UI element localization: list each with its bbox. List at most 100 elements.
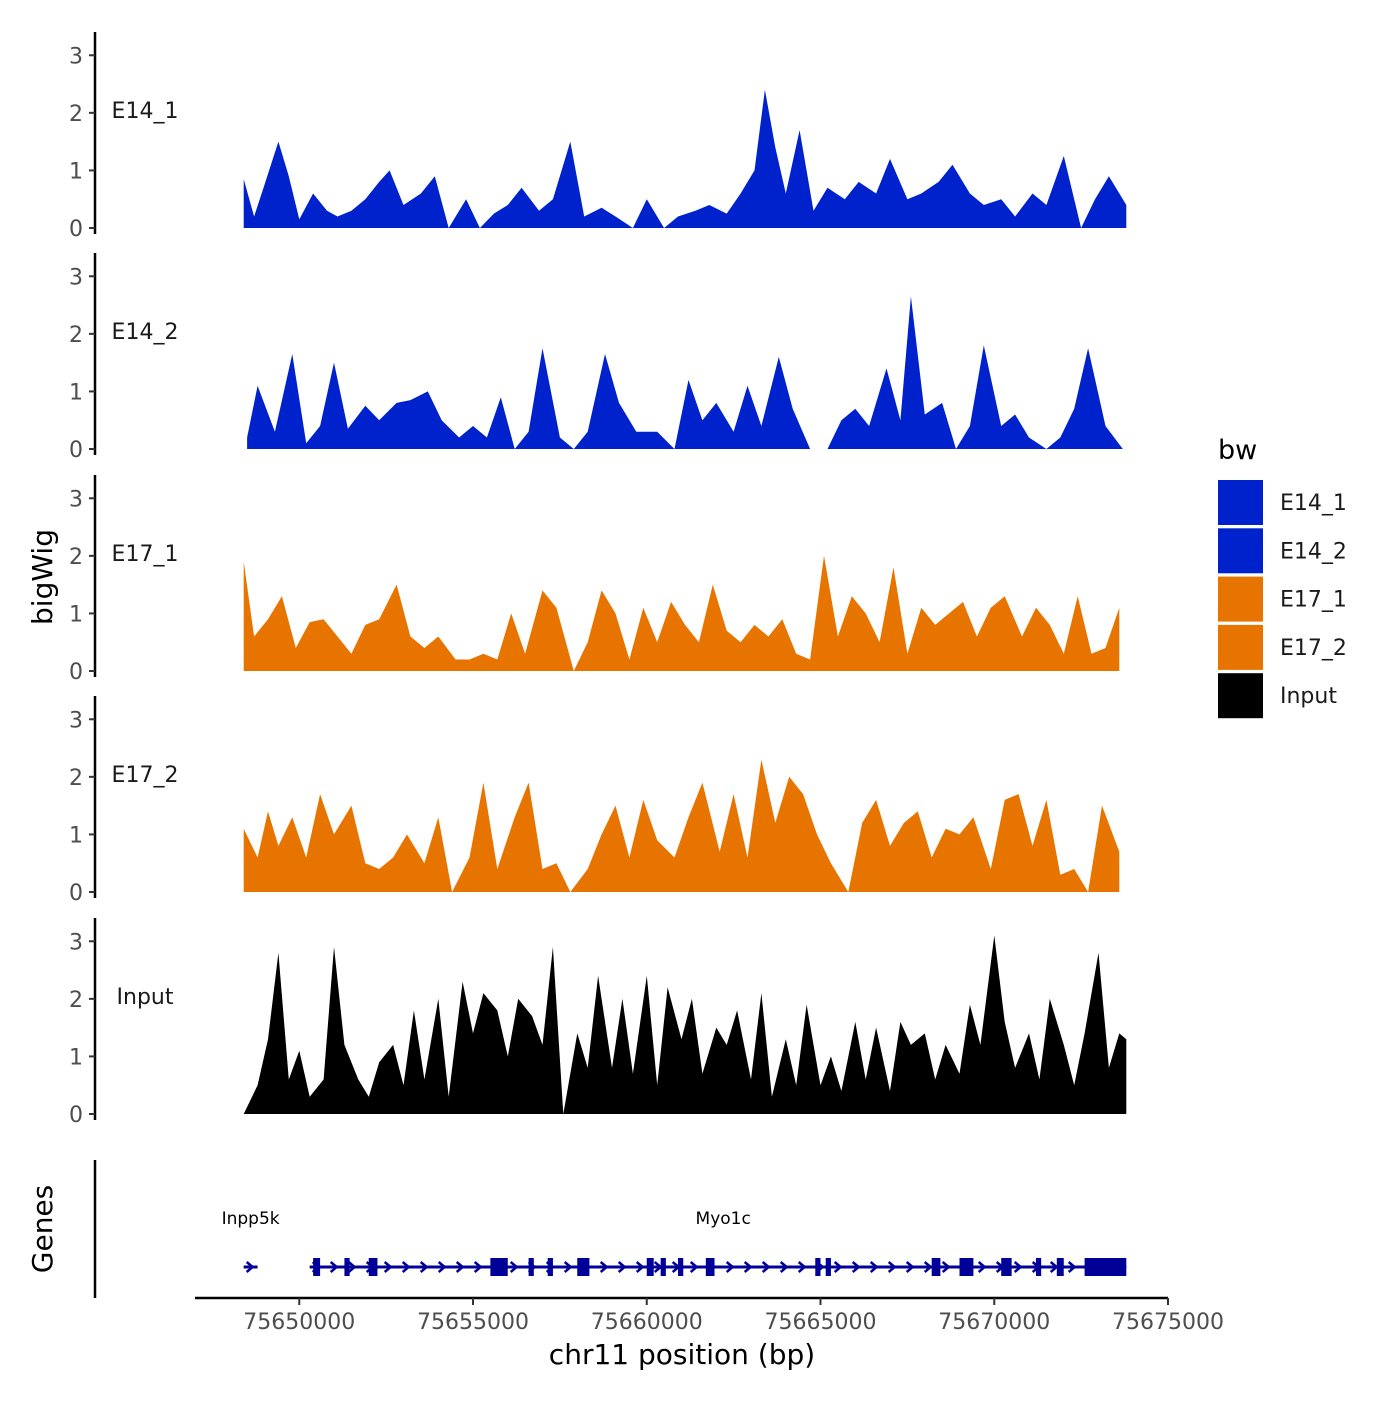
y-tick-label: 3 — [69, 44, 83, 69]
exon-block — [490, 1258, 508, 1276]
exon-block — [678, 1258, 684, 1276]
legend-item-E17_1: E17_1 — [1218, 576, 1347, 622]
legend-label: E17_2 — [1280, 636, 1347, 661]
legend-swatch — [1218, 480, 1263, 525]
legend-swatch — [1218, 576, 1263, 622]
strand-arrow — [743, 1261, 753, 1273]
strand-arrow — [635, 1261, 645, 1273]
strand-arrow — [833, 1261, 843, 1273]
genes-panel-title: Genes — [26, 1185, 59, 1273]
strand-arrow — [725, 1261, 735, 1273]
exon-block — [344, 1258, 350, 1276]
strand-arrow — [689, 1261, 699, 1273]
strand-arrow — [941, 1261, 951, 1273]
y-tick-label: 3 — [69, 265, 83, 290]
strand-arrow — [455, 1261, 465, 1273]
strand-arrow — [869, 1261, 879, 1273]
y-axis-title: bigWig — [26, 529, 59, 625]
exon-block — [1001, 1258, 1012, 1276]
strand-arrow — [779, 1261, 789, 1273]
y-tick-label: 2 — [69, 545, 83, 570]
x-axis: 75650000 75655000 75660000 75665000 75670000… — [195, 1296, 1224, 1335]
track-label: E17_1 — [112, 542, 179, 567]
strand-arrow — [905, 1261, 915, 1273]
track-E17_1: 0 1 2 3 E17_1 — [69, 475, 1120, 685]
y-tick-label: 1 — [69, 380, 83, 405]
y-tick-label: 2 — [69, 102, 83, 127]
legend-item-Input: Input — [1218, 673, 1337, 719]
track-E14_1: 0 1 2 3 E14_1 — [69, 32, 1127, 242]
legend-label: E17_1 — [1280, 588, 1347, 613]
legend-item-E17_2: E17_2 — [1218, 624, 1347, 670]
strand-arrow — [923, 1261, 933, 1273]
strand-arrow — [383, 1261, 393, 1273]
genes-layer: Inpp5k Myo1c — [93, 1160, 1127, 1298]
y-tick-label: 1 — [69, 1045, 83, 1070]
y-tick-label: 0 — [69, 217, 83, 242]
y-tick-label: 0 — [69, 881, 83, 906]
y-tick-label: 1 — [69, 823, 83, 848]
exon-block — [660, 1258, 666, 1276]
strand-arrow — [401, 1261, 411, 1273]
legend-title: bw — [1218, 435, 1257, 466]
exon-block — [528, 1258, 534, 1276]
y-tick-label: 0 — [69, 660, 83, 685]
x-tick-label: 75660000 — [591, 1310, 703, 1335]
track-label: E14_2 — [112, 320, 179, 345]
exon-block — [547, 1258, 553, 1276]
strand-arrow — [1049, 1261, 1059, 1273]
strand-arrow — [329, 1261, 339, 1273]
y-tick-label: 2 — [69, 988, 83, 1013]
exon-block — [825, 1258, 831, 1276]
exon-block — [1035, 1258, 1042, 1276]
y-tick-label: 2 — [69, 766, 83, 791]
y-tick-label: 2 — [69, 323, 83, 348]
x-tick-label: 75650000 — [243, 1310, 355, 1335]
strand-arrow — [1067, 1261, 1077, 1273]
signal-area-E14_2 — [247, 296, 1123, 449]
strand-arrow — [617, 1261, 627, 1273]
strand-arrow — [761, 1261, 771, 1273]
y-tick-label: 0 — [69, 438, 83, 463]
track-E17_2: 0 1 2 3 E17_2 — [69, 696, 1120, 906]
exon-block — [313, 1258, 321, 1276]
exon-block — [931, 1258, 941, 1276]
gene-Myo1c: Myo1c — [309, 1209, 1127, 1276]
exon-block — [646, 1258, 654, 1276]
tracks-layer: 0 1 2 3 E14_1 0 1 2 3 E14_2 0 1 2 3 E17_1 0 1 2 3 E17_2 0 1 2 3… — [69, 32, 1127, 1128]
y-tick-label: 3 — [69, 930, 83, 955]
x-axis-title: chr11 position (bp) — [549, 1338, 815, 1371]
exon-block — [1056, 1258, 1064, 1276]
y-tick-label: 1 — [69, 602, 83, 627]
y-tick-label: 3 — [69, 487, 83, 512]
strand-arrow — [347, 1261, 357, 1273]
strand-arrow — [509, 1261, 519, 1273]
strand-arrow — [887, 1261, 897, 1273]
x-tick-label: 75655000 — [417, 1310, 529, 1335]
strand-arrow — [473, 1261, 483, 1273]
strand-arrow — [797, 1261, 807, 1273]
strand-arrow — [1013, 1261, 1023, 1273]
track-E14_2: 0 1 2 3 E14_2 — [69, 253, 1123, 463]
signal-area-E14_1 — [243, 89, 1127, 228]
strand-arrow — [419, 1261, 429, 1273]
legend: bw E14_1 E14_2 E17_1 E17_2 Input — [1218, 435, 1347, 719]
signal-area-Input — [243, 935, 1127, 1114]
track-label: E14_1 — [112, 99, 179, 124]
track-label: E17_2 — [112, 763, 179, 788]
exon-block — [705, 1258, 715, 1276]
strand-arrow — [851, 1261, 861, 1273]
y-tick-label: 1 — [69, 159, 83, 184]
legend-item-E14_1: E14_1 — [1218, 480, 1347, 525]
legend-swatch — [1218, 624, 1263, 670]
exon-block — [959, 1258, 974, 1276]
exon-block — [1084, 1258, 1127, 1276]
gene-label: Inpp5k — [222, 1209, 280, 1229]
legend-label: E14_1 — [1280, 491, 1347, 516]
x-tick-label: 75675000 — [1112, 1310, 1224, 1335]
legend-swatch — [1218, 673, 1263, 719]
y-tick-label: 0 — [69, 1103, 83, 1128]
legend-label: Input — [1280, 684, 1337, 709]
x-tick-label: 75670000 — [938, 1310, 1050, 1335]
